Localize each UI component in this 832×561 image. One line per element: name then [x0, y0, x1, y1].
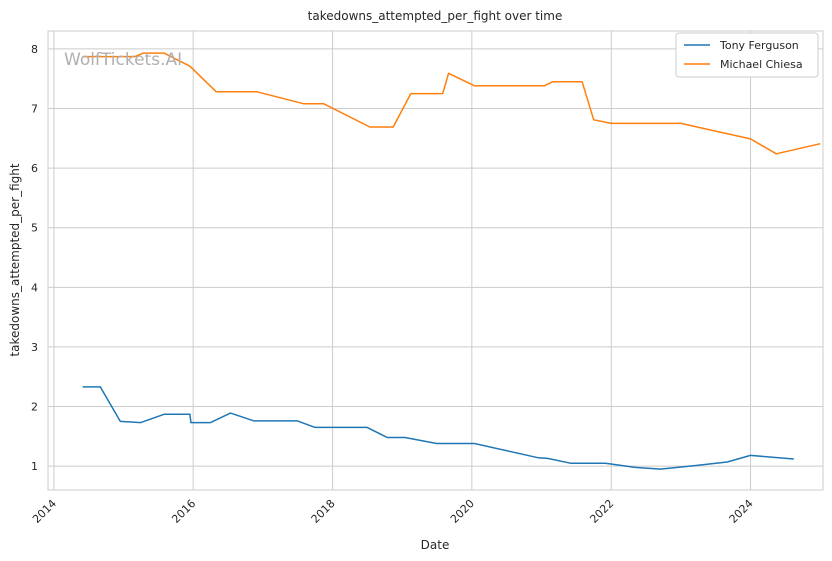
- legend: Tony Ferguson Michael Chiesa: [675, 32, 819, 78]
- series-lines: [82, 52, 821, 470]
- y-tick-label: 6: [31, 162, 38, 175]
- chart-title: takedowns_attempted_per_fight over time: [308, 9, 563, 23]
- y-axis-ticks: 1 2 3 4 5 6 7 8: [31, 43, 38, 473]
- x-axis-label: Date: [421, 538, 450, 552]
- y-tick-label: 1: [31, 460, 38, 473]
- y-tick-label: 8: [31, 43, 38, 56]
- watermark-text: WolfTickets.AI: [64, 50, 182, 70]
- legend-box: [675, 32, 819, 78]
- y-tick-label: 2: [31, 401, 38, 414]
- y-tick-label: 7: [31, 102, 38, 115]
- plot-frame: [47, 30, 824, 491]
- series-line-tony-ferguson: [82, 386, 794, 470]
- y-tick-label: 4: [31, 281, 38, 294]
- series-line-michael-chiesa: [82, 52, 821, 155]
- legend-entries: Tony Ferguson Michael Chiesa: [684, 39, 803, 71]
- y-axis-label: takedowns_attempted_per_fight: [8, 163, 22, 356]
- legend-label: Michael Chiesa: [720, 58, 803, 71]
- plot-area: [47, 30, 824, 491]
- y-tick-label: 5: [31, 222, 38, 235]
- y-tick-label: 3: [31, 341, 38, 354]
- grid-lines: [48, 31, 823, 490]
- legend-label: Tony Ferguson: [719, 39, 799, 52]
